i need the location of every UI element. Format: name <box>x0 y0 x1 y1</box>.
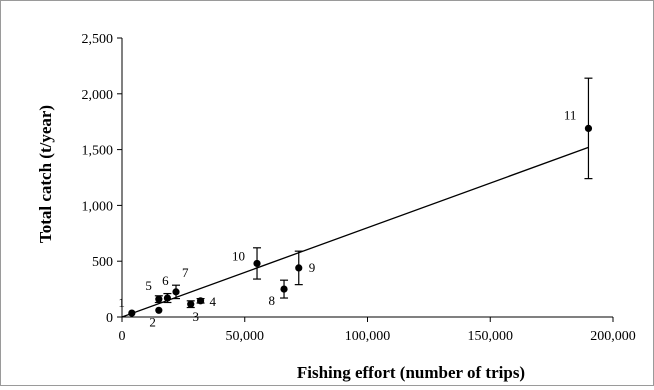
point-label: 2 <box>149 314 156 329</box>
data-point <box>128 309 136 317</box>
point-label: 1 <box>118 295 125 310</box>
data-point <box>155 306 163 314</box>
data-point <box>163 294 172 302</box>
y-tick-label: 1,500 <box>82 144 114 159</box>
trendline-line <box>121 146 589 318</box>
data-point <box>253 259 261 268</box>
data-point <box>295 264 303 272</box>
data-point <box>196 297 205 305</box>
data-points <box>128 124 593 317</box>
x-tick-label: 0 <box>119 329 126 344</box>
point-label: 10 <box>232 248 245 263</box>
x-tick-label: 50,000 <box>226 329 265 344</box>
y-tick-label: 0 <box>106 311 113 326</box>
data-point <box>584 124 593 132</box>
x-tick-label: 100,000 <box>345 329 391 344</box>
x-axis-title: Fishing effort (number of trips) <box>297 363 525 382</box>
error-bars <box>154 77 593 309</box>
point-label: 9 <box>309 260 316 275</box>
trendline <box>121 146 589 318</box>
point-label: 11 <box>564 107 577 122</box>
axes <box>117 37 614 322</box>
data-point <box>280 285 288 293</box>
y-tick-label: 500 <box>92 255 113 270</box>
y-tick-label: 2,500 <box>82 32 114 47</box>
point-label: 3 <box>192 309 199 324</box>
point-label: 6 <box>162 273 169 288</box>
point-labels: 1 2 34 5 67 8 9 10 11 <box>118 107 576 329</box>
data-point <box>155 295 163 303</box>
y-tick-label: 1,000 <box>82 199 114 214</box>
data-point <box>187 300 195 308</box>
x-tick-label: 150,000 <box>468 329 514 344</box>
x-tick-label: 200,000 <box>590 329 636 344</box>
y-axis-title: Total catch (t/year) <box>36 105 55 243</box>
point-label: 7 <box>182 265 189 280</box>
point-label: 5 <box>145 278 152 293</box>
y-tick-label: 2,000 <box>82 88 114 103</box>
point-label: 4 <box>210 294 217 309</box>
data-point <box>172 288 180 296</box>
point-label: 8 <box>269 293 276 308</box>
